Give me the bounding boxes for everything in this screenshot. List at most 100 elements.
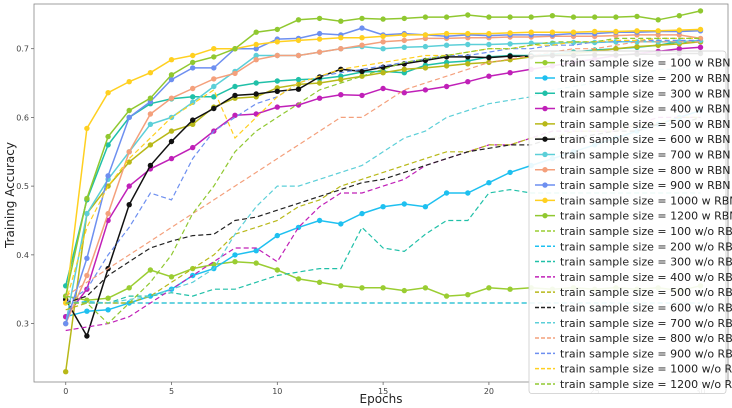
data-point [274,232,280,239]
data-point [380,39,386,45]
series-10 [62,26,704,306]
data-point [359,68,365,75]
data-point [592,28,598,35]
legend-item: train sample size = 900 w/o RBN [535,347,732,360]
legend-item: train sample size = 600 w/o RBN [535,301,732,314]
data-point [380,85,386,92]
legend-label: train sample size = 1200 w/o RBN [560,378,732,391]
data-point [401,15,407,22]
data-point [232,259,238,265]
legend-label: train sample size = 700 w/o RBN [560,317,732,330]
data-point [465,30,471,37]
data-point [84,255,90,261]
data-point [422,43,429,50]
data-point [401,90,407,96]
legend-label: train sample size = 200 w/o RBN [560,240,732,253]
series-11 [62,8,704,299]
data-point [274,88,280,95]
data-point [443,83,450,90]
legend-label: train sample size = 1200 w RBN [560,210,732,223]
data-point [465,190,471,196]
data-point [232,46,238,52]
legend-label: train sample size = 300 w/o RBN [560,256,732,269]
data-point [295,86,302,92]
x-tick-label: 15 [378,387,388,396]
data-point [422,32,429,38]
data-point [676,13,682,19]
data-point [105,173,111,179]
legend-marker [542,151,548,158]
data-point [253,80,259,86]
data-point [62,320,69,327]
data-point [211,105,217,112]
legend-label: train sample size = 900 w RBN [560,179,731,192]
y-tick-label: 0.7 [16,45,29,54]
data-point [84,210,90,217]
series-line [65,37,701,325]
data-point [105,90,111,96]
x-tick-label: 5 [169,387,174,396]
series-19 [65,41,701,297]
data-point [422,285,429,291]
legend-item: train sample size = 300 w RBN [535,87,731,100]
data-point [401,37,407,44]
data-point [507,70,513,76]
data-point [147,142,154,148]
data-point [401,44,407,50]
data-point [697,44,704,50]
plot-frame [33,3,729,383]
data-point [316,95,323,101]
data-point [528,29,534,35]
data-point [168,155,175,162]
data-point [443,63,450,69]
data-point [232,112,238,119]
data-point [211,54,217,60]
data-point [359,73,365,79]
data-point [190,85,196,92]
data-point [316,30,323,37]
data-point [676,27,682,33]
data-point [316,15,323,22]
legend-marker [542,212,548,219]
data-point [274,39,280,45]
data-point [465,12,471,18]
legend-label: train sample size = 300 w RBN [560,87,731,100]
legend-label: train sample size = 700 w RBN [560,148,731,161]
data-point [147,162,154,169]
data-point [422,204,429,210]
data-point [465,61,471,67]
data-point [570,14,577,20]
data-point [295,37,302,44]
data-point [232,92,238,99]
legend-item: train sample size = 1200 w RBN [535,210,732,223]
data-point [274,52,280,59]
data-point [190,59,196,66]
data-point [549,29,556,35]
data-point [168,138,175,145]
data-point [253,41,259,48]
legend-label: train sample size = 400 w/o RBN [560,271,732,284]
data-point [613,14,619,20]
data-point [401,201,407,207]
x-tick-label: 0 [63,387,68,396]
data-point [338,92,344,98]
series-line [65,61,701,304]
data-point [168,95,175,101]
data-point [190,65,196,71]
data-point [126,159,132,165]
data-point [295,17,302,23]
data-point [422,87,429,93]
data-point [126,202,132,208]
data-point [126,183,132,189]
data-point [316,217,323,224]
data-point [84,272,90,279]
data-point [634,43,640,50]
data-point [295,76,302,83]
data-point [338,221,344,227]
data-point [211,76,217,82]
legend-marker [542,105,548,112]
data-point [190,94,196,100]
legend-label: train sample size = 100 w/o RBN [560,225,732,238]
data-point [316,49,323,55]
